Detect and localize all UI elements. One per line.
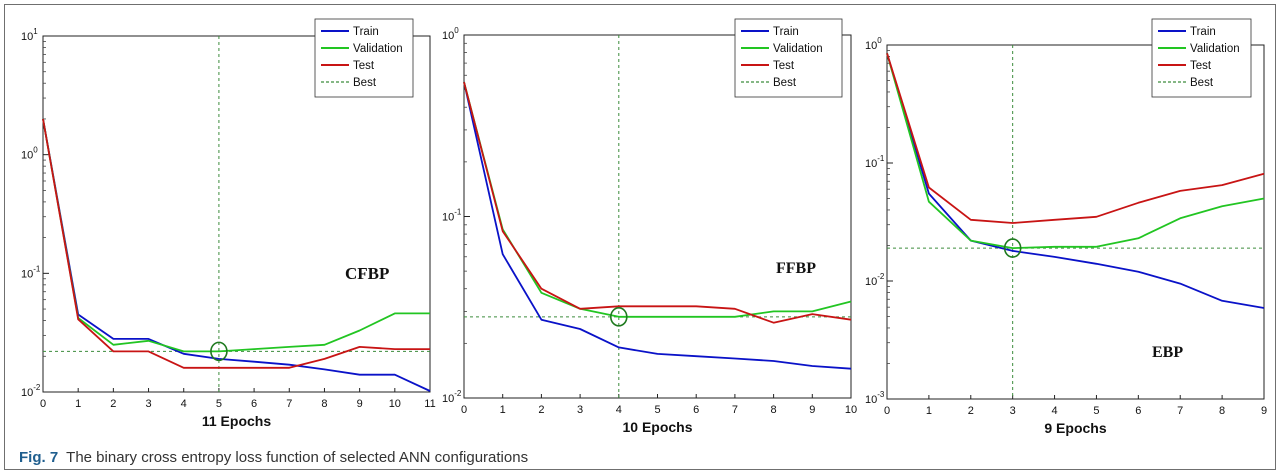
figure: 0 1 2 3 4 5 6 7 8 9 10 11 101 100 10-1 10-2 11 Epochs CFB… <box>4 4 1276 470</box>
x-tick-label: 7 <box>732 404 738 416</box>
x-tick-label: 1 <box>75 398 81 410</box>
legend: Train Validation Test Best <box>734 18 843 98</box>
plot-area <box>42 35 431 393</box>
legend-label: Best <box>773 77 797 89</box>
x-tick-label: 7 <box>1177 405 1183 417</box>
x-tick-label: 7 <box>286 398 292 410</box>
x-tick-label: 0 <box>40 398 46 410</box>
legend-label: Train <box>353 26 379 38</box>
legend: Train Validation Test Best <box>1151 18 1252 98</box>
chart-annotation: EBP <box>1152 344 1183 361</box>
chart-svg: 0 1 2 3 4 5 6 7 8 9 100 10-1 10-2 10-3 9 Epochs EBP Trai… <box>865 18 1267 436</box>
y-tick-label: 10-3 <box>865 390 885 406</box>
x-tick-label: 6 <box>251 398 257 410</box>
chart-svg: 0 1 2 3 4 5 6 7 8 9 10 100 10-1 10-2 10 Epochs FFBP Trai… <box>442 18 857 435</box>
x-tick-label: 1 <box>500 404 506 416</box>
x-tick-label: 2 <box>968 405 974 417</box>
x-tick-label: 3 <box>1010 405 1016 417</box>
caption-label: Fig. 7 <box>19 449 59 466</box>
x-tick-label: 10 <box>845 404 857 416</box>
plot-area <box>886 44 1265 400</box>
x-tick-label: 11 <box>424 398 435 410</box>
y-tick-label: 10-1 <box>865 154 885 170</box>
legend-label: Validation <box>353 43 403 55</box>
legend-label: Best <box>353 77 377 89</box>
legend-label: Train <box>773 26 799 38</box>
series-line-train <box>463 81 852 370</box>
y-tick-label: 101 <box>21 27 38 43</box>
series-line-test <box>42 118 430 369</box>
x-tick-label: 5 <box>1093 405 1099 417</box>
y-tick-label: 10-1 <box>442 208 462 224</box>
legend: Train Validation Test Best <box>314 18 414 98</box>
series-line-validation <box>886 53 1265 250</box>
chart-cfbp: 0 1 2 3 4 5 6 7 8 9 10 11 101 100 10-1 10-2 11 Epochs CFB… <box>15 11 439 436</box>
chart-svg: 0 1 2 3 4 5 6 7 8 9 10 11 101 100 10-1 10-2 11 Epochs CFB… <box>21 18 436 429</box>
legend-label: Train <box>1190 26 1216 38</box>
x-tick-label: 2 <box>538 404 544 416</box>
legend-label: Test <box>773 60 795 72</box>
x-tick-label: 3 <box>145 398 151 410</box>
x-tick-label: 9 <box>1261 405 1267 417</box>
x-tick-label: 4 <box>1051 405 1057 417</box>
series-line-train <box>886 53 1265 309</box>
best-marker <box>610 307 628 327</box>
y-tick-label: 10-2 <box>865 272 885 288</box>
x-tick-label: 6 <box>693 404 699 416</box>
legend-label: Validation <box>773 43 823 55</box>
x-tick-label: 10 <box>389 398 401 410</box>
y-tick-label: 100 <box>442 26 459 42</box>
y-tick-label: 10-1 <box>21 264 41 280</box>
x-tick-label: 9 <box>357 398 363 410</box>
x-tick-label: 8 <box>1219 405 1225 417</box>
y-tick-label: 100 <box>865 36 882 52</box>
x-tick-label: 4 <box>181 398 187 410</box>
legend-label: Test <box>353 60 375 72</box>
x-tick-label: 4 <box>616 404 622 416</box>
y-tick-label: 10-2 <box>21 383 41 399</box>
legend-label: Test <box>1190 60 1212 72</box>
best-marker <box>1003 238 1022 258</box>
x-tick-label: 6 <box>1135 405 1141 417</box>
x-tick-label: 2 <box>110 398 116 410</box>
figure-caption: Fig. 7 The binary cross entropy loss func… <box>19 449 528 466</box>
series-line-validation <box>42 118 430 353</box>
x-tick-label: 8 <box>771 404 777 416</box>
y-tick-label: 100 <box>21 146 38 162</box>
x-axis-label: 10 Epochs <box>622 419 692 435</box>
series-line-test <box>463 81 852 324</box>
best-marker <box>210 341 228 362</box>
series-line-test <box>886 53 1265 224</box>
x-tick-label: 0 <box>461 404 467 416</box>
chart-annotation: CFBP <box>345 264 389 283</box>
legend-label: Validation <box>1190 43 1240 55</box>
legend-label: Best <box>1190 77 1214 89</box>
x-tick-label: 8 <box>321 398 327 410</box>
x-tick-label: 5 <box>216 398 222 410</box>
x-tick-label: 5 <box>654 404 660 416</box>
x-tick-label: 9 <box>809 404 815 416</box>
y-tick-label: 10-2 <box>442 389 462 405</box>
x-axis-label: 9 Epochs <box>1044 420 1106 436</box>
series-line-train <box>42 118 431 392</box>
series-line-validation <box>463 81 852 318</box>
chart-ebp: 0 1 2 3 4 5 6 7 8 9 100 10-1 10-2 10-3 9 Epochs EBP Trai… <box>862 11 1272 436</box>
x-tick-label: 3 <box>577 404 583 416</box>
x-tick-label: 0 <box>884 405 890 417</box>
caption-text: The binary cross entropy loss function o… <box>66 449 529 466</box>
chart-ffbp: 0 1 2 3 4 5 6 7 8 9 10 100 10-1 10-2 10 Epochs FFBP Trai… <box>440 11 858 436</box>
chart-annotation: FFBP <box>776 260 816 277</box>
x-axis-label: 11 Epochs <box>202 413 271 429</box>
x-tick-label: 1 <box>926 405 932 417</box>
